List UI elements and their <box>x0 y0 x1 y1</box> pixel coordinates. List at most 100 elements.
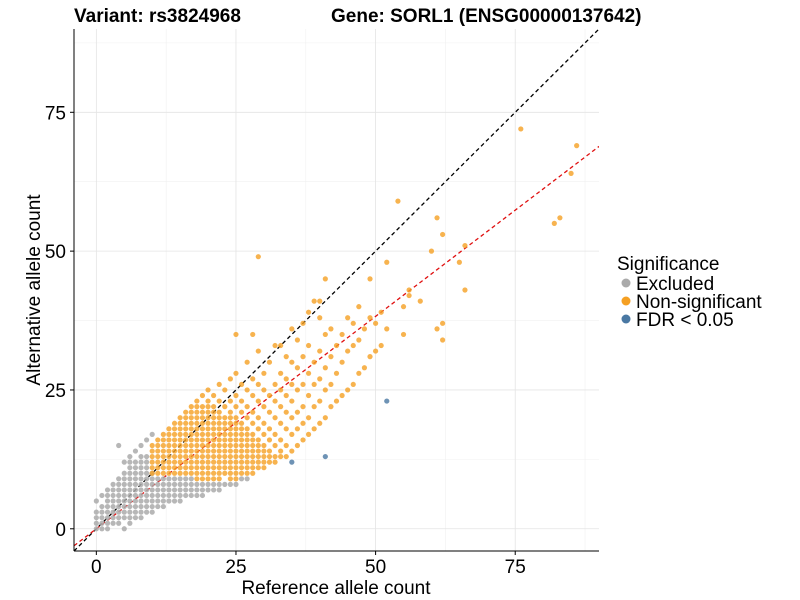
point-non-significant <box>462 287 468 293</box>
point-excluded <box>227 481 233 487</box>
point-excluded <box>127 453 133 460</box>
point-excluded <box>116 442 122 449</box>
point-non-significant <box>356 370 362 376</box>
point-non-significant <box>188 420 194 426</box>
legend-label-non-significant: Non-significant <box>636 292 762 313</box>
point-non-significant <box>194 453 200 460</box>
point-excluded <box>99 515 105 521</box>
point-non-significant <box>183 448 189 454</box>
point-non-significant <box>244 437 250 443</box>
point-excluded <box>132 498 139 504</box>
legend-label-fdr: FDR < 0.05 <box>636 310 734 331</box>
point-non-significant <box>227 448 233 454</box>
point-non-significant <box>183 415 189 421</box>
point-non-significant <box>160 453 166 460</box>
point-non-significant <box>233 453 239 460</box>
point-excluded <box>116 487 122 493</box>
point-non-significant <box>222 420 228 426</box>
point-non-significant <box>328 404 334 410</box>
point-non-significant <box>244 459 250 465</box>
point-non-significant <box>166 459 172 465</box>
point-non-significant <box>194 409 200 415</box>
point-non-significant <box>339 331 345 338</box>
y-axis-ticks: 0 25 50 75 <box>45 103 74 541</box>
point-non-significant <box>199 442 206 449</box>
point-non-significant <box>305 370 312 376</box>
point-excluded <box>99 503 105 510</box>
point-non-significant <box>199 392 206 399</box>
point-non-significant <box>283 392 289 399</box>
point-non-significant <box>199 453 206 460</box>
point-non-significant <box>188 404 194 410</box>
point-excluded <box>104 526 111 532</box>
point-non-significant <box>188 431 194 437</box>
point-non-significant <box>194 459 200 465</box>
point-non-significant <box>266 426 273 432</box>
point-excluded <box>171 476 178 482</box>
point-excluded <box>166 492 172 499</box>
point-excluded <box>121 526 127 532</box>
point-excluded <box>104 515 111 521</box>
point-excluded <box>138 503 144 510</box>
point-non-significant <box>272 453 278 460</box>
point-non-significant <box>227 437 233 443</box>
point-non-significant <box>233 392 239 399</box>
point-non-significant <box>166 442 172 449</box>
point-non-significant <box>211 459 217 465</box>
point-non-significant <box>250 431 256 437</box>
point-non-significant <box>574 143 580 149</box>
point-non-significant <box>222 387 228 393</box>
point-non-significant <box>250 376 256 382</box>
point-excluded <box>138 442 144 449</box>
point-non-significant <box>149 465 155 471</box>
point-excluded <box>149 476 155 482</box>
point-non-significant <box>289 448 295 454</box>
point-non-significant <box>183 470 189 476</box>
point-non-significant <box>211 426 217 432</box>
point-non-significant <box>211 437 217 443</box>
point-non-significant <box>244 465 250 471</box>
point-non-significant <box>194 476 200 482</box>
point-non-significant <box>283 409 289 415</box>
point-non-significant <box>155 459 161 465</box>
point-excluded <box>216 481 222 487</box>
point-excluded <box>121 487 127 493</box>
point-non-significant <box>255 437 261 443</box>
point-non-significant <box>211 404 217 410</box>
point-non-significant <box>149 448 155 454</box>
point-excluded <box>132 515 139 521</box>
point-excluded <box>144 503 150 510</box>
point-non-significant <box>216 459 222 465</box>
point-non-significant <box>361 365 368 371</box>
point-excluded <box>121 515 127 521</box>
point-excluded <box>155 498 161 504</box>
point-excluded <box>149 481 155 487</box>
point-non-significant <box>216 431 222 437</box>
y-tick-label: 50 <box>45 242 66 263</box>
point-non-significant <box>216 442 222 449</box>
point-non-significant <box>367 276 373 282</box>
point-non-significant <box>199 431 206 437</box>
point-excluded <box>104 509 111 515</box>
point-non-significant <box>272 442 278 449</box>
point-non-significant <box>188 448 194 454</box>
point-non-significant <box>255 465 261 471</box>
point-non-significant <box>250 420 256 426</box>
point-non-significant <box>456 259 462 265</box>
point-non-significant <box>244 448 250 454</box>
point-excluded <box>149 498 155 504</box>
point-excluded <box>132 503 139 510</box>
point-non-significant <box>289 415 295 421</box>
point-non-significant <box>155 442 161 449</box>
point-non-significant <box>205 448 211 454</box>
point-excluded <box>121 476 127 482</box>
point-non-significant <box>255 459 261 465</box>
point-non-significant <box>244 426 250 432</box>
point-excluded <box>149 509 155 515</box>
point-excluded <box>244 476 250 482</box>
point-excluded <box>155 492 161 499</box>
point-non-significant <box>211 476 217 482</box>
point-excluded <box>104 498 111 504</box>
point-excluded <box>166 487 172 493</box>
point-non-significant <box>155 448 161 454</box>
